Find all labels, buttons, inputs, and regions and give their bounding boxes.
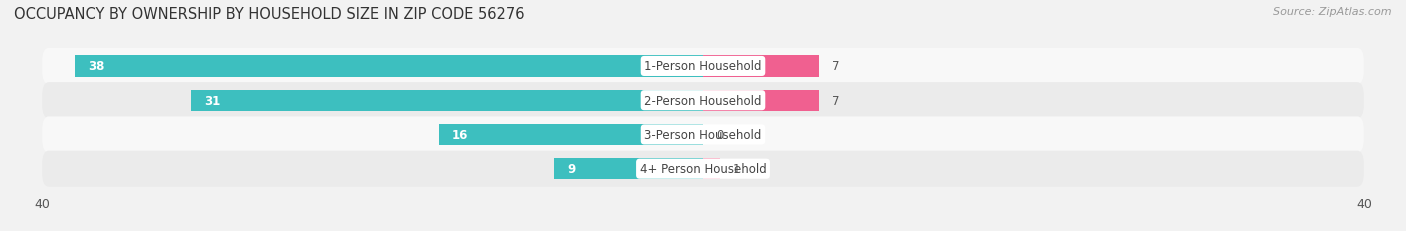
- Text: 38: 38: [89, 60, 105, 73]
- Text: 1: 1: [733, 162, 740, 175]
- Text: 3-Person Household: 3-Person Household: [644, 128, 762, 141]
- Bar: [191, 90, 703, 111]
- Text: 7: 7: [832, 60, 839, 73]
- Bar: [703, 90, 818, 111]
- Text: 31: 31: [204, 94, 221, 107]
- Bar: [554, 158, 703, 179]
- Text: 4+ Person Household: 4+ Person Household: [640, 162, 766, 175]
- FancyBboxPatch shape: [42, 83, 1364, 119]
- Bar: [75, 56, 703, 77]
- Text: 16: 16: [451, 128, 468, 141]
- Text: 9: 9: [568, 162, 576, 175]
- FancyBboxPatch shape: [42, 49, 1364, 85]
- Text: 2-Person Household: 2-Person Household: [644, 94, 762, 107]
- Text: OCCUPANCY BY OWNERSHIP BY HOUSEHOLD SIZE IN ZIP CODE 56276: OCCUPANCY BY OWNERSHIP BY HOUSEHOLD SIZE…: [14, 7, 524, 22]
- FancyBboxPatch shape: [42, 151, 1364, 187]
- Text: 0: 0: [716, 128, 724, 141]
- Bar: [439, 124, 703, 146]
- Text: 7: 7: [832, 94, 839, 107]
- Text: Source: ZipAtlas.com: Source: ZipAtlas.com: [1274, 7, 1392, 17]
- FancyBboxPatch shape: [42, 117, 1364, 153]
- Bar: [703, 56, 818, 77]
- Bar: [703, 158, 720, 179]
- Text: 1-Person Household: 1-Person Household: [644, 60, 762, 73]
